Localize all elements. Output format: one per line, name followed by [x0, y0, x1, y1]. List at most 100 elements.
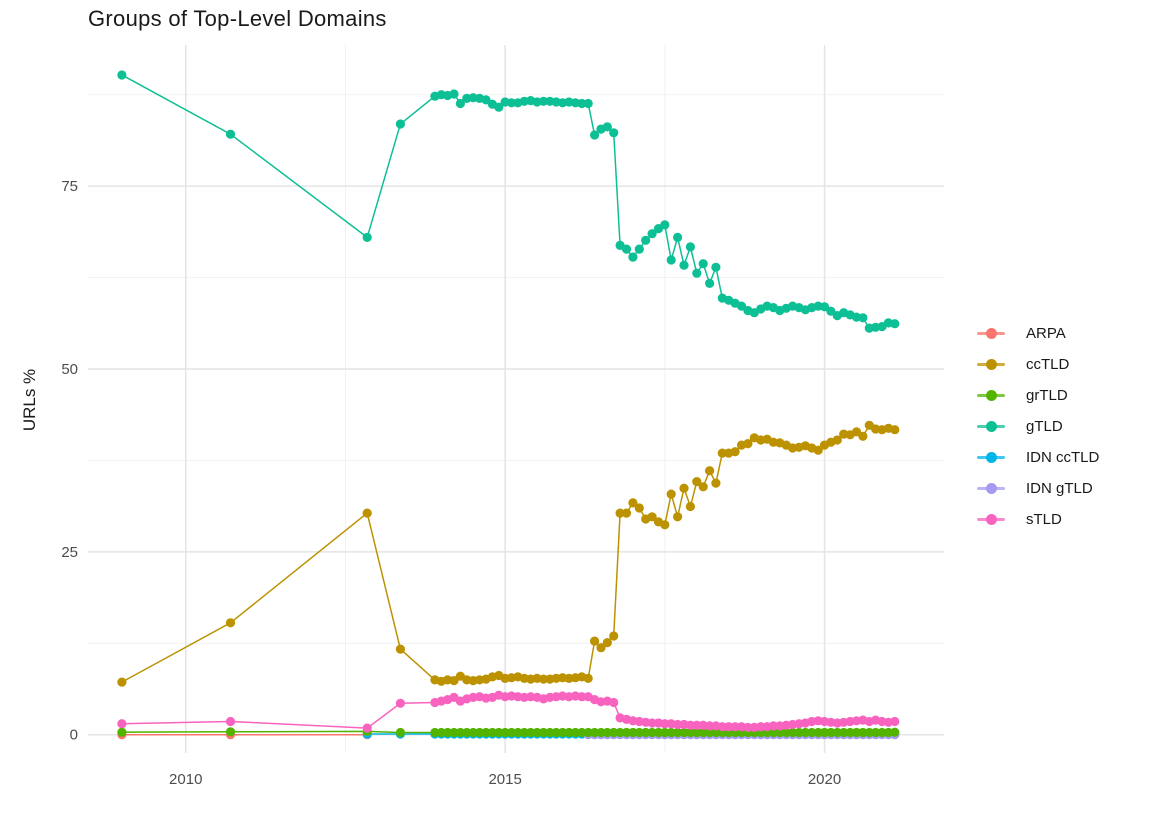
data-point: [768, 727, 779, 738]
data-point: [832, 435, 842, 445]
data-point: [583, 98, 593, 109]
data-point: [851, 727, 862, 738]
data-point: [743, 439, 753, 449]
data-point: [736, 301, 747, 311]
data-point: [819, 302, 830, 312]
data-point: [711, 727, 721, 738]
data-point: [526, 727, 536, 738]
data-point: [666, 255, 676, 265]
data-point: [621, 508, 632, 518]
data-point: [621, 727, 632, 738]
y-tick-label: 75: [61, 178, 78, 195]
x-tick-label: 2015: [488, 771, 521, 788]
legend-label: ARPA: [1026, 324, 1066, 342]
data-point: [609, 697, 619, 708]
data-point: [583, 673, 593, 684]
data-point: [832, 727, 842, 738]
data-point: [481, 727, 491, 738]
data-point: [705, 278, 715, 288]
legend-key: [977, 478, 1005, 498]
legend-key: [977, 323, 1005, 343]
data-point: [711, 478, 721, 488]
data-point: [602, 727, 612, 738]
legend-item-grTLD: grTLD: [977, 385, 1068, 405]
data-point: [826, 306, 836, 316]
data-point: [717, 722, 727, 732]
data-point: [538, 727, 549, 738]
x-tick-label: 2020: [808, 771, 841, 788]
data-point: [362, 232, 372, 242]
data-point: [813, 445, 823, 455]
data-point: [775, 727, 785, 738]
data-point: [532, 727, 542, 738]
data-point: [462, 727, 472, 738]
data-point: [717, 448, 727, 458]
legend-point-swatch: [986, 328, 997, 339]
data-point: [225, 727, 236, 737]
data-point: [117, 719, 127, 729]
data-point: [513, 727, 523, 738]
data-point: [705, 727, 715, 738]
data-point: [692, 477, 702, 487]
data-point: [673, 727, 683, 738]
y-tick-label: 0: [70, 727, 78, 744]
legend-point-swatch: [986, 483, 997, 494]
data-point: [647, 718, 657, 728]
data-point: [768, 721, 779, 731]
legend-item-ccTLD: ccTLD: [977, 354, 1069, 374]
data-point: [443, 727, 453, 738]
data-point: [839, 727, 849, 738]
data-point: [679, 483, 689, 493]
data-point: [519, 727, 529, 738]
data-point: [890, 716, 900, 727]
data-point: [577, 98, 587, 109]
data-point: [449, 676, 459, 686]
legend-label: sTLD: [1026, 510, 1062, 528]
data-point: [602, 122, 612, 132]
data-point: [583, 727, 593, 738]
data-point: [800, 727, 811, 738]
legend-point-swatch: [986, 452, 997, 463]
series-ccTLD: [117, 420, 900, 687]
data-point: [615, 727, 625, 738]
data-point: [826, 727, 836, 738]
data-point: [730, 447, 740, 457]
legend-key: [977, 354, 1005, 374]
data-point: [858, 727, 868, 738]
data-point: [609, 631, 619, 641]
data-point: [871, 727, 881, 738]
data-point: [858, 431, 868, 441]
data-point: [628, 727, 638, 738]
data-point: [455, 98, 465, 109]
x-tick-label: 2010: [169, 771, 202, 788]
legend-point-swatch: [986, 514, 997, 525]
data-point: [890, 727, 900, 737]
data-point: [685, 720, 696, 730]
legend-item-IDN-gTLD: IDN gTLD: [977, 478, 1093, 498]
data-point: [705, 466, 715, 476]
legend-item-IDN-ccTLD: IDN ccTLD: [977, 447, 1099, 467]
data-point: [653, 727, 664, 738]
data-point: [788, 727, 798, 738]
data-point: [660, 719, 670, 729]
data-point: [858, 313, 868, 323]
data-point: [225, 129, 236, 139]
data-point: [685, 501, 696, 512]
data-point: [743, 722, 753, 733]
data-point: [660, 220, 670, 230]
data-point: [487, 727, 497, 738]
data-point: [890, 425, 900, 435]
data-point: [794, 727, 804, 738]
data-point: [634, 503, 644, 513]
data-point: [673, 232, 683, 242]
data-point: [436, 727, 446, 738]
data-point: [647, 512, 657, 522]
data-point: [494, 102, 504, 112]
data-point: [538, 674, 549, 684]
data-point: [609, 128, 619, 138]
legend-label: ccTLD: [1026, 355, 1070, 373]
legend-item-ARPA: ARPA: [977, 323, 1066, 343]
data-point: [647, 727, 657, 738]
data-point: [711, 262, 721, 272]
data-point: [756, 722, 766, 732]
